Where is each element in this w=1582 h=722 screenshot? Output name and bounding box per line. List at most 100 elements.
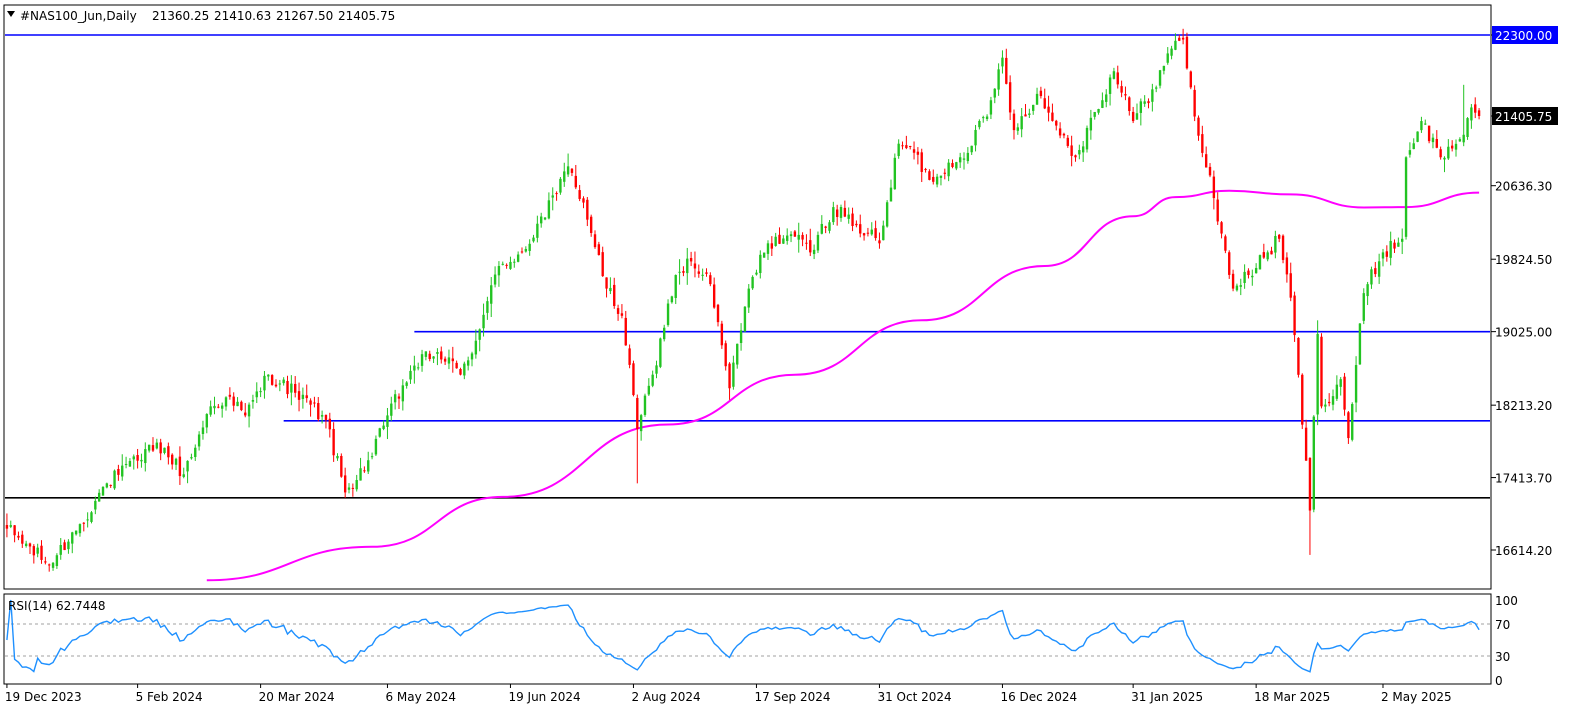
candle xyxy=(1070,135,1073,167)
candle-body xyxy=(920,152,923,172)
candle-body xyxy=(290,383,293,393)
candle-body xyxy=(197,434,201,447)
candle-body xyxy=(1270,250,1273,255)
candle xyxy=(267,374,270,381)
candle-body xyxy=(1166,53,1169,63)
candle-body xyxy=(1289,273,1292,298)
candle xyxy=(1012,109,1016,140)
candle-body xyxy=(1228,252,1231,275)
candle xyxy=(224,396,228,411)
candle xyxy=(743,306,747,333)
candle xyxy=(928,169,931,181)
candle-body xyxy=(128,461,132,467)
candle-body xyxy=(678,271,681,273)
candle xyxy=(1466,117,1469,140)
candle xyxy=(340,453,343,478)
candle xyxy=(520,247,524,254)
candle xyxy=(1447,139,1450,160)
candle xyxy=(1474,97,1477,119)
candle-body xyxy=(286,380,289,395)
candle xyxy=(563,162,566,187)
candle xyxy=(1108,74,1112,106)
candle-body xyxy=(586,199,589,220)
candle-body xyxy=(1008,82,1012,113)
candle xyxy=(997,63,1000,96)
candle xyxy=(932,169,935,185)
candle-body xyxy=(636,397,639,429)
candle xyxy=(1120,80,1123,98)
candle xyxy=(1235,283,1239,292)
candle-body xyxy=(732,362,735,387)
candle-body xyxy=(1427,125,1431,142)
candle-body xyxy=(1254,267,1258,274)
candle xyxy=(647,378,651,396)
candle-body xyxy=(1462,134,1465,143)
candle-body xyxy=(144,449,147,464)
candle xyxy=(413,355,416,384)
candle-body xyxy=(447,357,451,364)
candle-body xyxy=(478,329,481,340)
candle xyxy=(1351,402,1354,442)
candle xyxy=(766,240,770,260)
candle xyxy=(1097,108,1100,115)
time-axis-label: 6 May 2024 xyxy=(385,690,456,704)
candle xyxy=(663,324,666,342)
ohlc-low: 21267.50 xyxy=(276,9,333,23)
candle xyxy=(436,348,439,366)
triangle-down-icon[interactable] xyxy=(7,11,15,17)
candle xyxy=(1185,32,1189,70)
candle xyxy=(1216,192,1219,225)
candle-body xyxy=(282,379,285,384)
candle-body xyxy=(86,519,89,521)
time-axis-label: 18 Mar 2025 xyxy=(1254,690,1330,704)
candle xyxy=(1151,83,1154,112)
candle-body xyxy=(1170,48,1173,56)
candle xyxy=(801,232,804,247)
candle xyxy=(666,299,670,327)
candle xyxy=(862,232,866,241)
candle xyxy=(547,192,551,220)
candle-body xyxy=(543,217,547,220)
candle-body xyxy=(1143,101,1146,104)
candle xyxy=(878,232,881,249)
symbol-header: #NAS100_Jun,Daily xyxy=(20,9,137,23)
candle-body xyxy=(547,200,551,219)
candle-body xyxy=(1477,110,1481,116)
candle xyxy=(140,453,143,468)
candle xyxy=(163,447,166,455)
candle-body xyxy=(147,444,151,451)
candle-body xyxy=(97,492,101,502)
candle xyxy=(1220,221,1223,239)
candle-body xyxy=(762,252,766,258)
candle xyxy=(1032,104,1035,115)
candle xyxy=(1470,104,1473,129)
candle xyxy=(171,453,174,470)
candle-body xyxy=(482,314,485,329)
level-price-box xyxy=(1492,26,1558,44)
candle xyxy=(574,164,577,190)
candle-body xyxy=(1135,113,1139,120)
time-axis-label: 31 Oct 2024 xyxy=(877,690,951,704)
candle-body xyxy=(1370,269,1373,285)
candle-body xyxy=(1039,90,1043,97)
candle xyxy=(101,486,105,496)
candle-body xyxy=(1385,251,1389,257)
candle xyxy=(1274,230,1277,259)
candle-body xyxy=(247,404,251,417)
candle-body xyxy=(40,545,43,560)
candle-body xyxy=(747,288,750,308)
candle xyxy=(678,259,681,285)
candle-body xyxy=(905,145,908,149)
candle-body xyxy=(1208,166,1212,176)
candle xyxy=(343,467,347,498)
candle xyxy=(232,392,235,412)
candle-body xyxy=(1381,252,1385,259)
candle-body xyxy=(947,162,950,177)
candle xyxy=(993,88,996,104)
candle-body xyxy=(605,277,608,289)
candle-body xyxy=(136,455,139,461)
candle-body xyxy=(1066,137,1069,146)
candle xyxy=(1397,237,1400,247)
